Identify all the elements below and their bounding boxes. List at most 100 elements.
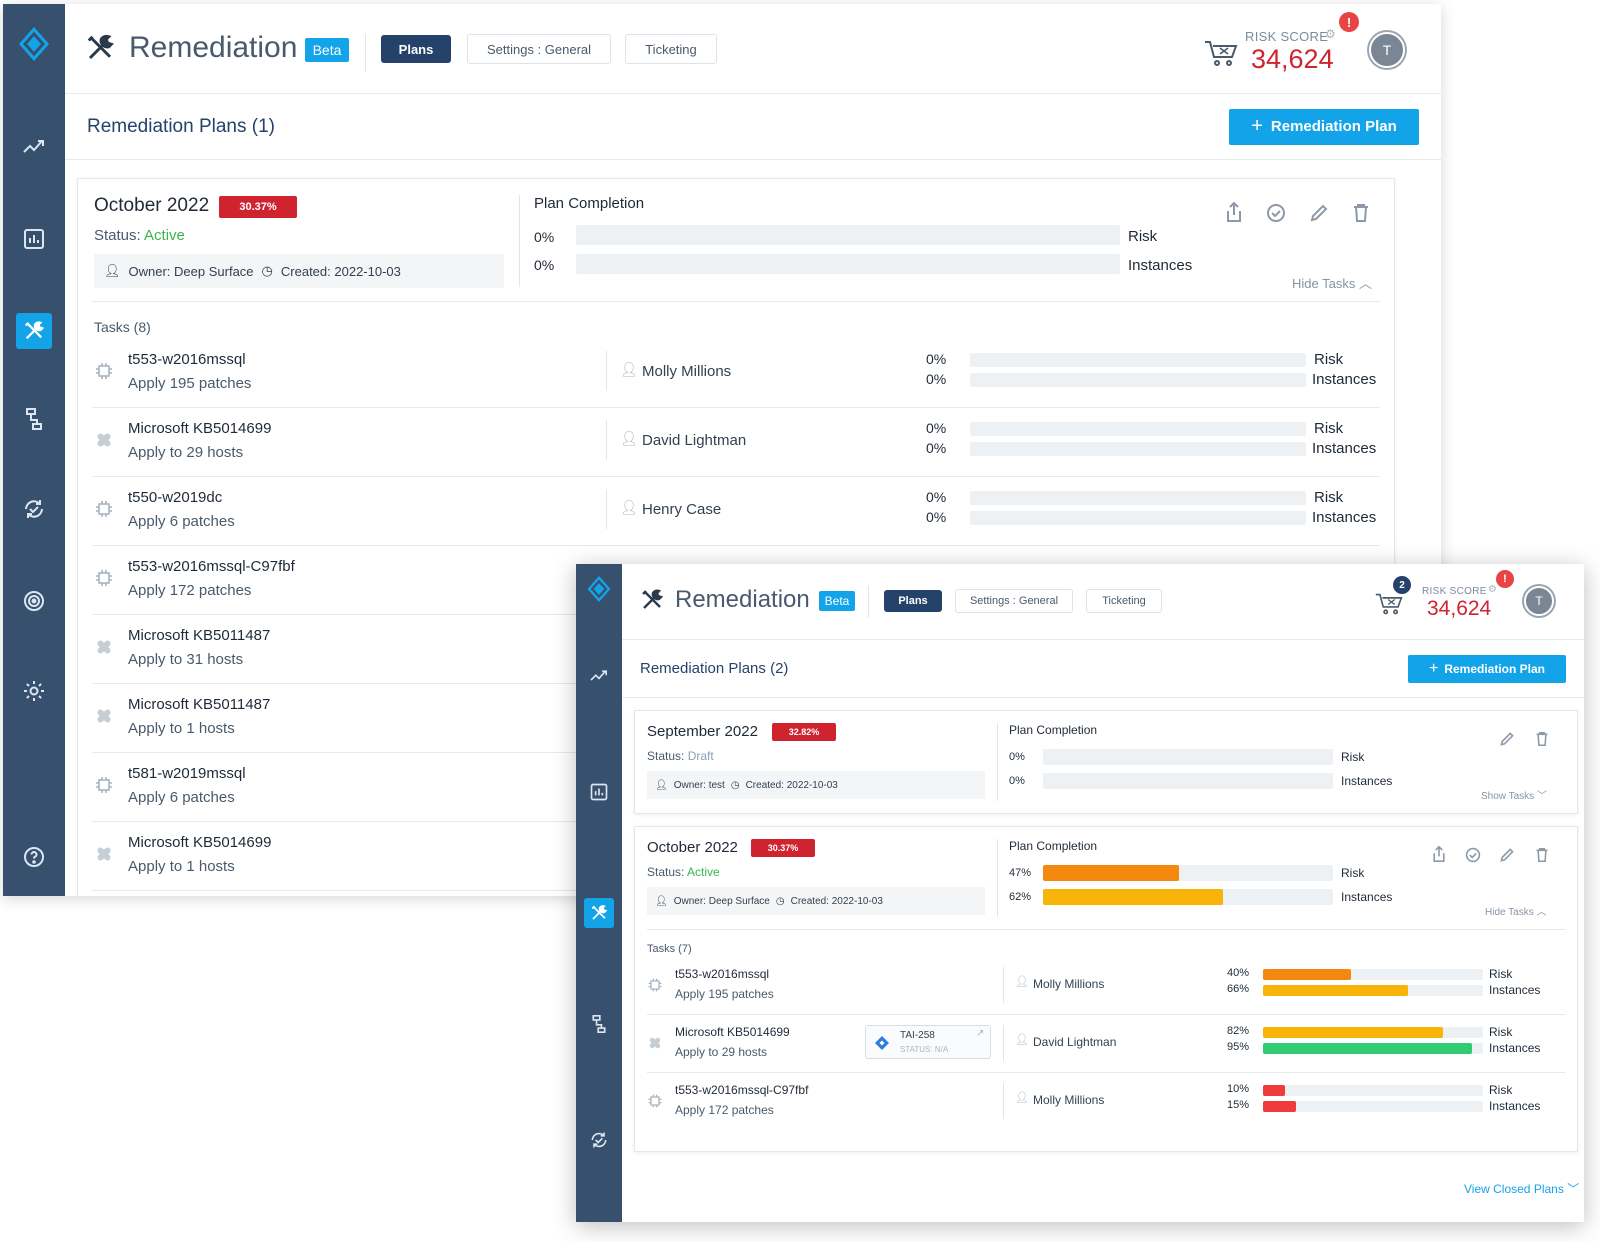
delete-trash-icon[interactable] bbox=[1535, 847, 1549, 868]
delete-trash-icon[interactable] bbox=[1535, 731, 1549, 752]
avatar[interactable]: T bbox=[1369, 32, 1405, 68]
task-owner: Henry Case bbox=[642, 501, 722, 518]
task-subtitle: Apply to 29 hosts bbox=[675, 1045, 768, 1059]
chip-icon bbox=[647, 1093, 663, 1114]
trends-icon[interactable] bbox=[576, 664, 622, 688]
task-row[interactable]: t553-w2016mssql Apply 195 patches 👤︎ Molly … bbox=[647, 957, 1565, 1015]
task-row[interactable]: t553-w2016mssql Apply 195 patches 👤︎ Molly … bbox=[92, 339, 1380, 408]
task-subtitle: Apply to 1 hosts bbox=[128, 720, 235, 737]
remediation-nav-icon[interactable] bbox=[3, 311, 65, 351]
plan-risk-pct-badge: 30.37% bbox=[751, 839, 815, 857]
reports-icon[interactable] bbox=[3, 224, 65, 254]
task-title: t553-w2016mssql-C97fbf bbox=[128, 558, 295, 575]
sync-check-icon[interactable] bbox=[3, 494, 65, 524]
avatar[interactable]: T bbox=[1524, 586, 1554, 616]
task-risk-bar bbox=[1263, 969, 1483, 980]
export-icon[interactable] bbox=[1431, 845, 1447, 868]
risk-settings-icon[interactable]: ⚙ bbox=[1325, 27, 1336, 41]
task-risk-label: Risk bbox=[1489, 967, 1513, 981]
plans-header: Remediation Plans (1) + Remediation Plan bbox=[65, 94, 1441, 160]
help-icon[interactable] bbox=[3, 842, 65, 872]
external-link-icon[interactable]: ↗ bbox=[976, 1028, 985, 1039]
workflow-icon[interactable] bbox=[3, 404, 65, 434]
new-remediation-plan-button[interactable]: + Remediation Plan bbox=[1408, 654, 1566, 683]
tab-plans[interactable]: Plans bbox=[884, 590, 942, 612]
task-row[interactable]: t553-w2016mssql-C97fbf Apply 172 patches 👤… bbox=[647, 1073, 1565, 1131]
settings-gear-icon[interactable] bbox=[3, 676, 65, 706]
task-instances-label: Instances bbox=[1489, 1041, 1541, 1055]
plan-risk-pct: 47% bbox=[1009, 867, 1032, 879]
alert-badge[interactable]: ! bbox=[1496, 570, 1514, 588]
user-icon: 👤︎ bbox=[620, 430, 638, 446]
plan-risk-pct: 0% bbox=[534, 229, 555, 245]
plan-status: Status: Active bbox=[94, 227, 185, 244]
edit-pencil-icon[interactable] bbox=[1499, 847, 1515, 868]
hide-tasks-toggle[interactable]: Hide Tasks ︿ bbox=[1485, 907, 1547, 918]
task-subtitle: Apply to 1 hosts bbox=[128, 858, 235, 875]
radar-icon[interactable] bbox=[3, 586, 65, 616]
trends-icon[interactable] bbox=[3, 132, 65, 162]
task-instances-bar bbox=[970, 373, 1306, 387]
chip-icon bbox=[94, 568, 114, 593]
tab-plans[interactable]: Plans bbox=[381, 35, 451, 63]
brand-logo-icon[interactable] bbox=[3, 24, 65, 64]
chevron-down-icon: ﹀ bbox=[1536, 791, 1547, 802]
plan-status: Status: Active bbox=[647, 865, 720, 879]
workflow-icon[interactable] bbox=[576, 1012, 622, 1036]
task-row[interactable]: t550-w2019dc Apply 6 patches 👤︎ Henry Case 0… bbox=[92, 477, 1380, 546]
task-title: Microsoft KB5011487 bbox=[128, 627, 271, 644]
plan-instances-bar bbox=[1043, 889, 1333, 905]
task-instances-pct: 66% bbox=[1227, 983, 1250, 995]
tools-icon bbox=[640, 588, 664, 617]
edit-pencil-icon[interactable] bbox=[1499, 731, 1515, 752]
edit-pencil-icon[interactable] bbox=[1309, 203, 1329, 228]
task-risk-bar bbox=[970, 491, 1306, 505]
plan-created: 2022-10-03 bbox=[831, 895, 883, 907]
tab-settings-general[interactable]: Settings : General bbox=[467, 34, 611, 64]
task-risk-pct: 0% bbox=[926, 420, 947, 436]
task-row[interactable]: Microsoft KB5014699 Apply to 29 hosts TAI-… bbox=[647, 1015, 1565, 1073]
cart-icon[interactable] bbox=[1203, 34, 1239, 73]
tab-ticketing[interactable]: Ticketing bbox=[1086, 589, 1162, 613]
owner-box: 👤︎ Owner: Deep Surface ◷ Created: 2022-1… bbox=[94, 254, 504, 288]
hide-tasks-toggle[interactable]: Hide Tasks ︿ bbox=[1292, 276, 1372, 291]
new-remediation-plan-button[interactable]: + Remediation Plan bbox=[1229, 108, 1419, 145]
cart-icon[interactable] bbox=[1374, 588, 1404, 621]
export-icon[interactable] bbox=[1224, 201, 1244, 228]
view-closed-plans-link[interactable]: View Closed Plans ﹀ bbox=[1464, 1182, 1580, 1196]
show-tasks-toggle[interactable]: Show Tasks ﹀ bbox=[1481, 791, 1547, 802]
plan-instances-label: Instances bbox=[1341, 890, 1393, 904]
task-title: t550-w2019dc bbox=[128, 489, 223, 506]
tab-ticketing[interactable]: Ticketing bbox=[625, 34, 717, 64]
remediation-nav-icon[interactable] bbox=[576, 898, 622, 928]
cart-count-badge: 2 bbox=[1393, 576, 1411, 594]
ticket-id: TAI-258 bbox=[900, 1030, 935, 1041]
risk-score-value: 34,624 bbox=[1251, 44, 1334, 74]
complete-check-icon[interactable] bbox=[1266, 203, 1286, 228]
risk-settings-icon[interactable]: ⚙ bbox=[1488, 584, 1497, 595]
task-row[interactable]: Microsoft KB5014699 Apply to 29 hosts 👤︎ Da… bbox=[92, 408, 1380, 477]
patch-icon bbox=[647, 1035, 663, 1056]
task-instances-label: Instances bbox=[1312, 440, 1377, 457]
delete-trash-icon[interactable] bbox=[1352, 203, 1370, 228]
plans-count-title: Remediation Plans (2) bbox=[640, 660, 789, 677]
plan-name: October 2022 bbox=[94, 195, 210, 216]
chip-icon bbox=[94, 361, 114, 386]
task-instances-label: Instances bbox=[1489, 983, 1541, 997]
plan-risk-label: Risk bbox=[1341, 750, 1365, 764]
task-risk-bar bbox=[970, 422, 1306, 436]
sync-check-icon[interactable] bbox=[576, 1128, 622, 1152]
task-subtitle: Apply to 29 hosts bbox=[128, 444, 244, 461]
tab-settings-general[interactable]: Settings : General bbox=[955, 589, 1073, 613]
brand-logo-icon[interactable] bbox=[576, 572, 622, 606]
alert-badge[interactable]: ! bbox=[1339, 12, 1359, 32]
complete-check-icon[interactable] bbox=[1465, 847, 1481, 868]
user-icon: 👤︎ bbox=[1015, 976, 1029, 988]
task-instances-bar-fill bbox=[1263, 985, 1409, 996]
task-risk-bar-fill bbox=[1263, 1027, 1444, 1038]
task-title: t581-w2019mssql bbox=[128, 765, 246, 782]
jira-ticket-chip[interactable]: TAI-258 STATUS: N/A ↗ bbox=[865, 1025, 991, 1059]
reports-icon[interactable] bbox=[576, 780, 622, 804]
chip-icon bbox=[94, 775, 114, 800]
user-icon: 👤︎ bbox=[1015, 1034, 1029, 1046]
